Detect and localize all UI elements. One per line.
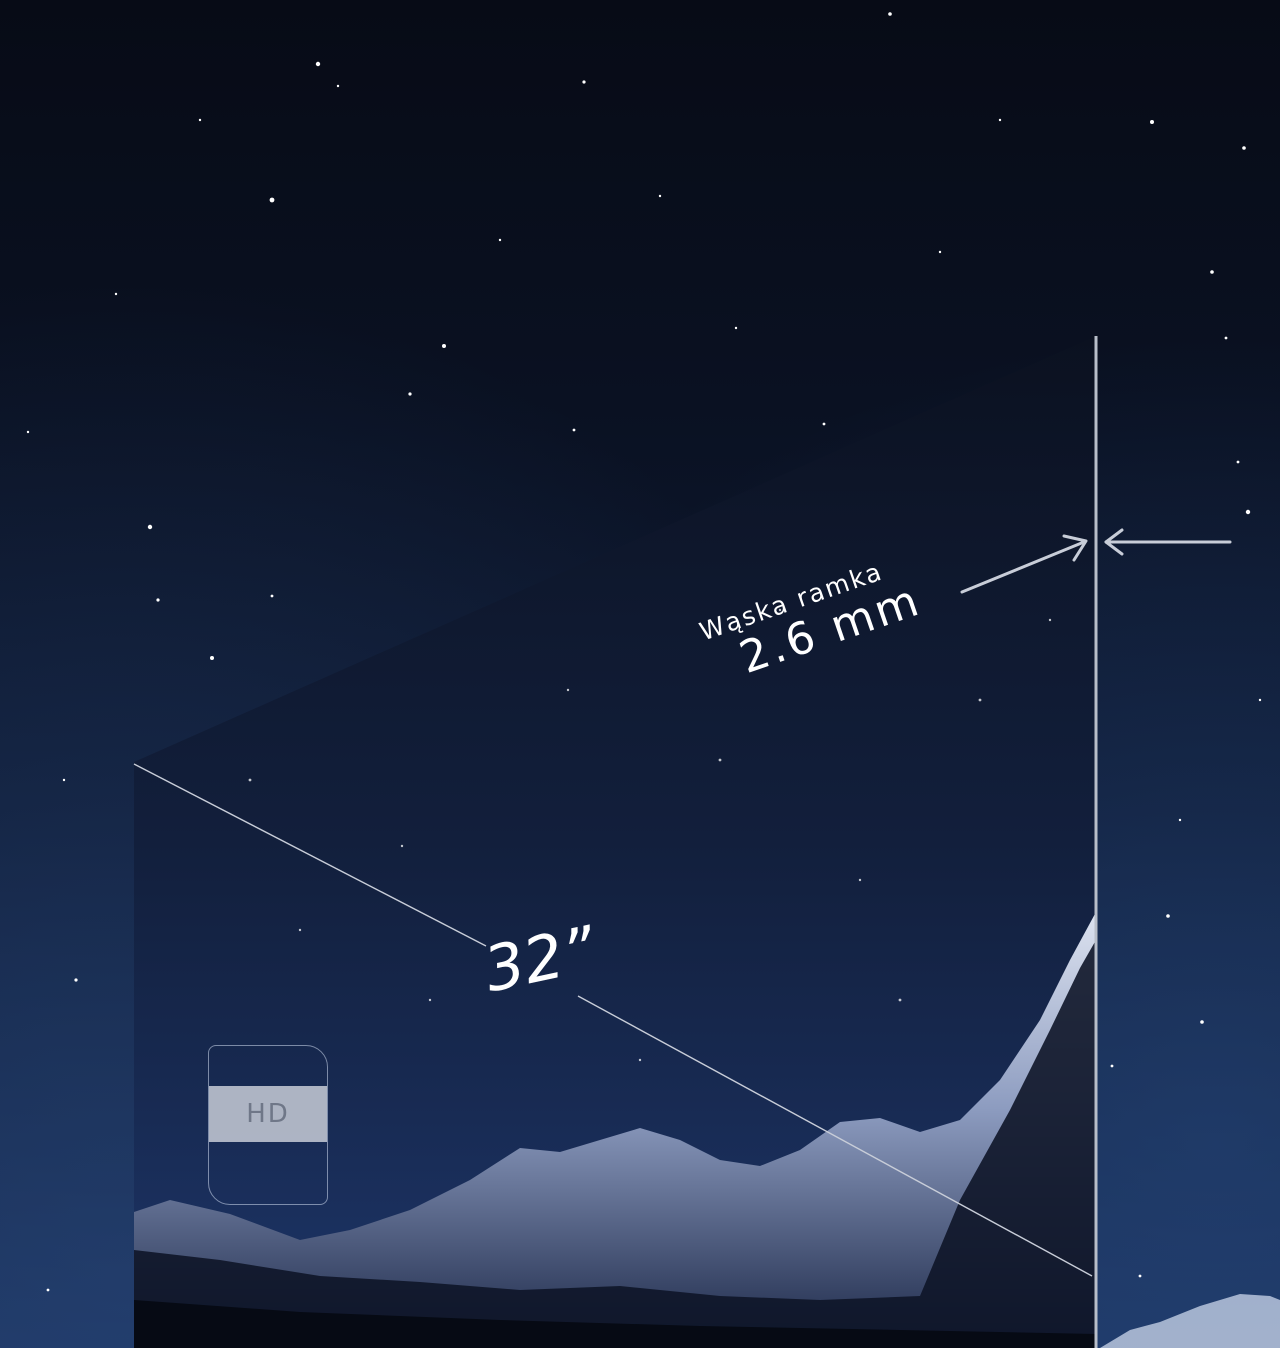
bezel-arrow-left-icon [960, 534, 1088, 594]
hd-badge-label: HD [209, 1086, 327, 1142]
screen-diagonal-line-top [133, 763, 487, 947]
screen-diagonal-line-bottom [577, 995, 1093, 1277]
hd-badge: HD [208, 1045, 328, 1205]
bezel-arrow-right-icon [1104, 528, 1232, 556]
stars [26, 12, 1262, 1292]
tv-panel [134, 336, 1096, 1348]
distant-mountain [1100, 1294, 1280, 1348]
